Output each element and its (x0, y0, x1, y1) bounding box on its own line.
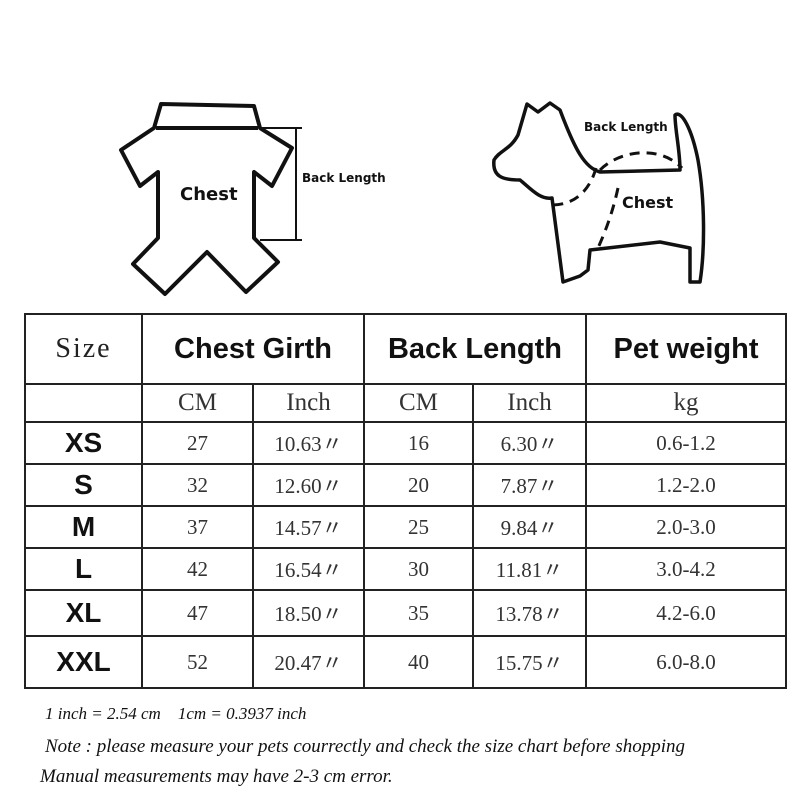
back-inch-cell: 15.75〃 (472, 635, 587, 689)
subheader-weight-kg: kg (585, 383, 787, 423)
table-row: S 32 12.60〃 20 7.87〃 1.2-2.0 (24, 463, 787, 507)
chest-cm-cell: 52 (141, 635, 254, 689)
table-row: M 37 14.57〃 25 9.84〃 2.0-3.0 (24, 505, 787, 549)
weight-cell: 1.2-2.0 (585, 463, 787, 507)
header-chest-girth: Chest Girth (141, 313, 365, 385)
chest-inch-cell: 20.47〃 (252, 635, 365, 689)
weight-cell: 4.2-6.0 (585, 589, 787, 637)
back-inch-cell: 7.87〃 (472, 463, 587, 507)
back-inch-cell: 9.84〃 (472, 505, 587, 549)
size-cell: XXL (24, 635, 143, 689)
subheader-chest-inch: Inch (252, 383, 365, 423)
back-cm-cell: 30 (363, 547, 474, 591)
back-cm-cell: 35 (363, 589, 474, 637)
weight-cell: 6.0-8.0 (585, 635, 787, 689)
back-cm-cell: 25 (363, 505, 474, 549)
chest-cm-cell: 37 (141, 505, 254, 549)
back-length-bracket (260, 127, 302, 241)
table-row: L 42 16.54〃 30 11.81〃 3.0-4.2 (24, 547, 787, 591)
size-chart-table: Size Chest Girth Back Length Pet weight … (24, 313, 787, 689)
chest-inch-cell: 10.63〃 (252, 421, 365, 465)
back-inch-cell: 13.78〃 (472, 589, 587, 637)
dog-measure-dashes (551, 151, 684, 249)
back-cm-cell: 20 (363, 463, 474, 507)
chest-cm-cell: 27 (141, 421, 254, 465)
garment-chest-label: Chest (180, 184, 238, 205)
subheader-back-inch: Inch (472, 383, 587, 423)
subheader-row: CM Inch CM Inch kg (24, 383, 787, 423)
size-cell: S (24, 463, 143, 507)
header-back-length: Back Length (363, 313, 587, 385)
dog-chest-label: Chest (622, 193, 674, 212)
size-cell: XS (24, 421, 143, 465)
header-size: Size (24, 313, 143, 385)
weight-cell: 3.0-4.2 (585, 547, 787, 591)
header-row: Size Chest Girth Back Length Pet weight (24, 313, 787, 385)
measure-note: Note : please measure your pets courrect… (45, 736, 686, 757)
conversion-note: 1 inch = 2.54 cm 1cm = 0.3937 inch (45, 704, 307, 723)
size-cell: L (24, 547, 143, 591)
table-row: XS 27 10.63〃 16 6.30〃 0.6-1.2 (24, 421, 787, 465)
size-cell: XL (24, 589, 143, 637)
back-inch-cell: 6.30〃 (472, 421, 587, 465)
dog-back-length-label: Back Length (584, 120, 668, 134)
subheader-back-cm: CM (363, 383, 474, 423)
table-row: XXL 52 20.47〃 40 15.75〃 6.0-8.0 (24, 635, 787, 689)
chest-inch-cell: 12.60〃 (252, 463, 365, 507)
weight-cell: 0.6-1.2 (585, 421, 787, 465)
garment-back-length-label: Back Length (302, 171, 386, 185)
chest-cm-cell: 47 (141, 589, 254, 637)
subheader-empty (24, 383, 143, 423)
measurement-diagrams (119, 101, 706, 296)
weight-cell: 2.0-3.0 (585, 505, 787, 549)
chest-inch-cell: 18.50〃 (252, 589, 365, 637)
table-row: XL 47 18.50〃 35 13.78〃 4.2-6.0 (24, 589, 787, 637)
size-cell: M (24, 505, 143, 549)
chest-cm-cell: 42 (141, 547, 254, 591)
subheader-chest-cm: CM (141, 383, 254, 423)
back-inch-cell: 11.81〃 (472, 547, 587, 591)
back-cm-cell: 16 (363, 421, 474, 465)
chest-inch-cell: 16.54〃 (252, 547, 365, 591)
garment-outline-icon (119, 102, 294, 296)
back-cm-cell: 40 (363, 635, 474, 689)
chest-inch-cell: 14.57〃 (252, 505, 365, 549)
chest-cm-cell: 32 (141, 463, 254, 507)
error-note: Manual measurements may have 2-3 cm erro… (40, 766, 393, 787)
header-pet-weight: Pet weight (585, 313, 787, 385)
